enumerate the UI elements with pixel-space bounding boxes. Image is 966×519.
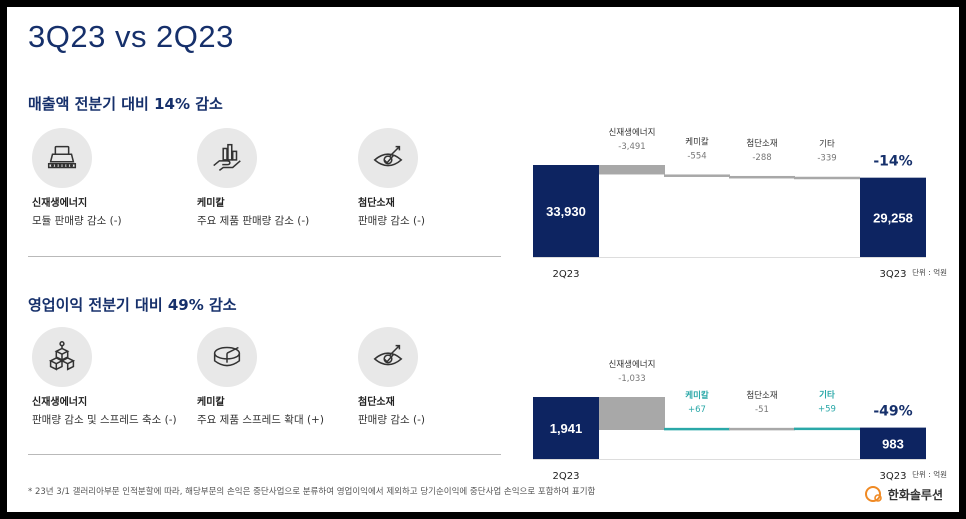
start-value-label: 33,930 [546,204,586,219]
step-value-label: +67 [688,405,706,415]
step-name-label: 첨단소재 [746,390,777,401]
target-arrow-icon [358,327,418,387]
item-desc: 판매량 감소 및 스프레드 축소 (-) [32,414,177,426]
item-desc: 판매량 감소 (-) [358,215,425,227]
item-name: 첨단소재 [358,198,395,209]
start-value-label: 1,941 [550,421,583,436]
end-category-label: 3Q23 [880,269,907,280]
footnote: * 23년 3/1 갤러리아부문 인적분할에 따라, 해당부문의 손익은 중단사… [28,487,596,497]
profit-item-advanced: 첨단소재 판매량 감소 (-) [358,327,538,427]
slide: 3Q23 vs 2Q23 매출액 전분기 대비 14% 감소 신재생에너지 모듈… [7,7,959,512]
step-name-label: 케미칼 [685,137,709,147]
step-bar [664,174,730,177]
logo-text: 한화솔루션 [887,487,943,502]
step-value-label: -3,491 [618,142,645,152]
end-bar [860,427,926,459]
end-bar [860,177,926,257]
step-bar [729,175,795,179]
change-label: -49% [873,404,912,420]
item-desc: 모듈 판매량 감소 (-) [32,215,122,227]
sales-item-advanced: 첨단소재 판매량 감소 (-) [358,128,538,228]
step-value-label: -1,033 [618,374,645,384]
item-desc: 판매량 감소 (-) [358,414,425,426]
step-name-label: 기타 [819,140,835,150]
start-bar [533,165,599,257]
page-title: 3Q23 vs 2Q23 [28,19,234,54]
step-name-label: 신재생에너지 [609,127,656,138]
step-name-label: 케미칼 [685,390,709,401]
company-logo: 한화솔루션 [864,484,943,504]
step-value-label: +59 [818,405,836,415]
target-arrow-icon [358,128,418,188]
profit-item-chemical: 케미칼 주요 제품 스프레드 확대 (+) [197,327,377,427]
end-category-label: 3Q23 [880,471,907,482]
step-name-label: 첨단소재 [746,138,777,149]
solar-module-icon [32,128,92,188]
step-name-label: 기타 [819,390,835,401]
unit-label: 단위 : 억원 [912,267,947,277]
change-label: -14% [873,154,912,170]
pie-chart-icon [197,327,257,387]
end-value-label: 983 [882,436,904,451]
item-name: 케미칼 [197,397,225,408]
step-value-label: -554 [687,151,706,161]
sales-waterfall-chart: 33,930 2Q23 신재생에너지 -3,491 케미칼 -554 첨단소재 -288 기타 -… [521,127,949,280]
item-desc: 주요 제품 판매량 감소 (-) [197,215,310,227]
step-bar [729,427,795,431]
step-bar [794,176,860,180]
start-category-label: 2Q23 [553,269,580,280]
start-bar [533,397,599,459]
step-bar [599,397,665,430]
sales-item-chemical: 케미칼 주요 제품 판매량 감소 (-) [197,128,377,228]
unit-label: 단위 : 억원 [912,469,947,479]
profit-item-renewable: 신재생에너지 판매량 감소 및 스프레드 축소 (-) [32,327,212,427]
end-value-label: 29,258 [873,210,913,225]
hanwha-logo-icon [864,486,882,502]
sales-item-renewable: 신재생에너지 모듈 판매량 감소 (-) [32,128,212,228]
sales-heading: 매출액 전분기 대비 14% 감소 [28,95,223,113]
divider [28,454,501,455]
step-value-label: -339 [817,154,836,164]
divider [28,256,501,257]
start-category-label: 2Q23 [553,471,580,482]
step-value-label: -288 [752,153,771,163]
step-bar [664,427,730,431]
chart-svg: 33,930 2Q23 신재생에너지 -3,491 케미칼 -554 첨단소재 -288 기타 -… [533,127,947,280]
item-name: 첨단소재 [358,397,395,408]
item-name: 케미칼 [197,198,225,209]
item-name: 신재생에너지 [32,397,88,408]
hand-chart-icon [197,128,257,188]
step-value-label: -51 [755,405,769,415]
item-name: 신재생에너지 [32,198,88,209]
step-bar [794,427,860,431]
step-bar [599,165,665,175]
chart-svg: 1,941 2Q23 신재생에너지 -1,033 케미칼 +67 첨단소재 -51 기타 +59 9… [533,359,947,482]
boxes-icon [32,327,92,387]
profit-heading: 영업이익 전분기 대비 49% 감소 [28,296,237,314]
step-name-label: 신재생에너지 [609,359,656,370]
profit-waterfall-chart: 1,941 2Q23 신재생에너지 -1,033 케미칼 +67 첨단소재 -51 기타 +59 9… [521,352,949,482]
item-desc: 주요 제품 스프레드 확대 (+) [197,414,324,426]
